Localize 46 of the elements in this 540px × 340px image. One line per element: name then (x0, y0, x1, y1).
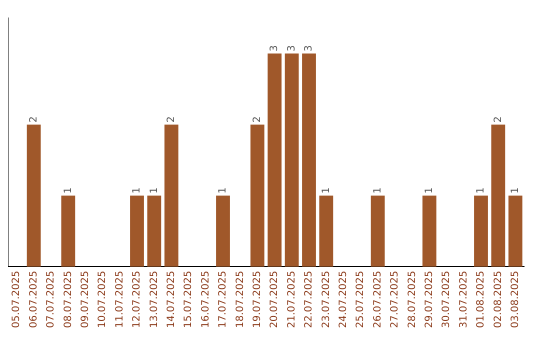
x-tick-label: 25.07.2025 (355, 270, 366, 328)
x-tick-label: 16.07.2025 (200, 270, 212, 328)
x-tick-label: 20.07.2025 (269, 270, 280, 328)
x-tick-label: 22.07.2025 (304, 270, 315, 328)
data-label: 1 (320, 187, 332, 194)
x-tick-label: 12.07.2025 (132, 270, 143, 328)
x-tick-label: 19.07.2025 (252, 270, 263, 328)
x-tick-label: 21.07.2025 (286, 270, 298, 328)
x-tick-label: 05.07.2025 (11, 270, 22, 328)
x-tick-label: 02.08.2025 (492, 270, 504, 328)
data-label: 1 (424, 187, 435, 194)
data-label: 2 (28, 116, 40, 123)
data-label: 1 (510, 187, 521, 194)
data-label: 1 (148, 187, 160, 194)
x-tick-label: 26.07.2025 (372, 270, 384, 328)
x-tick-label: 08.07.2025 (62, 270, 74, 328)
data-label: 3 (269, 45, 280, 52)
data-label: 2 (166, 116, 177, 123)
x-tick-label: 29.07.2025 (424, 270, 435, 328)
data-label: 1 (372, 187, 384, 194)
data-label: 1 (476, 187, 487, 194)
x-tick-label: 09.07.2025 (80, 270, 91, 328)
x-tick-label: 31.07.2025 (458, 270, 470, 328)
x-tick-label: 17.07.2025 (218, 270, 229, 328)
x-tick-label: 27.07.2025 (390, 270, 401, 328)
x-tick-label: 15.07.2025 (183, 270, 194, 328)
x-tick-label: 11.07.2025 (114, 270, 126, 328)
data-label: 2 (492, 116, 504, 123)
x-tick-label: 30.07.2025 (441, 270, 452, 328)
x-tick-label: 18.07.2025 (234, 270, 246, 328)
x-tick-label: 28.07.2025 (406, 270, 418, 328)
data-label: 3 (286, 45, 298, 52)
data-label: 1 (62, 187, 74, 194)
data-label: 2 (252, 116, 263, 123)
data-label: 1 (132, 187, 143, 194)
x-tick-label: 14.07.2025 (166, 270, 177, 328)
data-label: 3 (304, 45, 315, 52)
x-tick-label: 01.08.2025 (476, 270, 487, 328)
x-tick-label: 10.07.2025 (97, 270, 108, 328)
data-label: 1 (218, 187, 229, 194)
x-tick-label: 03.08.2025 (510, 270, 521, 328)
x-tick-label: 24.07.2025 (338, 270, 349, 328)
x-tick-label: 07.07.2025 (46, 270, 57, 328)
x-tick-label: 13.07.2025 (148, 270, 160, 328)
x-tick-label: 23.07.2025 (320, 270, 332, 328)
x-tick-label: 06.07.2025 (28, 270, 40, 328)
